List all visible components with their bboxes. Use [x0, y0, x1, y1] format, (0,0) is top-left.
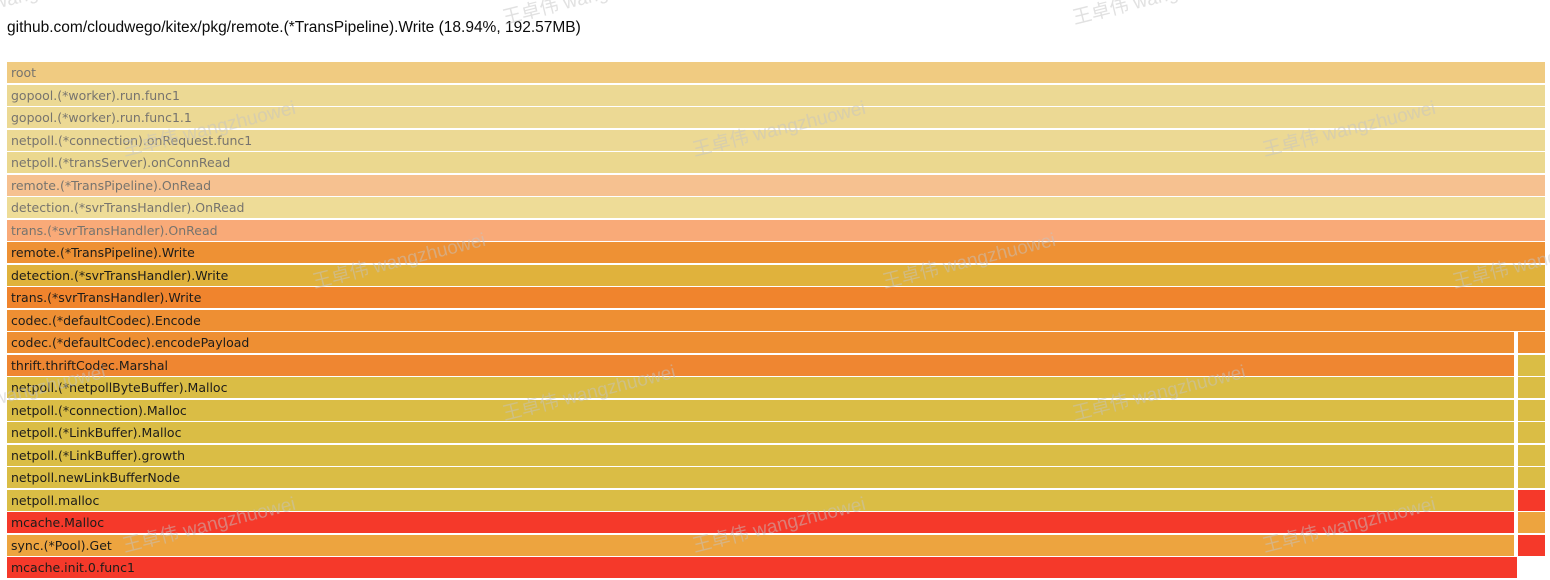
flame-frame-label: remote.(*TransPipeline).OnRead [11, 177, 212, 193]
flame-frame-label: mcache.Malloc [11, 515, 105, 530]
flame-frame[interactable]: codec.(*defaultCodec).encodePayload [7, 332, 1514, 353]
flame-frame-row: detection.(*svrTransHandler).OnRead [0, 197, 1550, 218]
flame-frame[interactable]: netpoll.malloc [7, 489, 1514, 511]
flame-frame-row: sync.(*Pool).Get [0, 534, 1550, 556]
flame-frame[interactable]: mcache.Malloc [7, 512, 1514, 533]
flame-frame-label: remote.(*TransPipeline).Write [11, 245, 195, 260]
flame-frame[interactable]: sync.(*Pool).Get [7, 534, 1514, 556]
flame-frame-row: trans.(*svrTransHandler).OnRead [0, 219, 1550, 241]
flame-frame-label: root [11, 65, 37, 80]
flame-frame-row: netpoll.(*connection).Malloc [0, 399, 1550, 421]
flame-frame-row: gopool.(*worker).run.func1 [0, 84, 1550, 106]
flame-frame-label: netpoll.(*connection).Malloc [11, 402, 187, 418]
flame-frame-segment[interactable] [1518, 512, 1545, 533]
flame-frame-label: netpoll.newLinkBufferNode [11, 470, 181, 485]
flame-frame-row: netpoll.malloc [0, 489, 1550, 511]
flame-frame-label: sync.(*Pool).Get [11, 537, 112, 553]
flame-frame-segment[interactable] [1518, 534, 1545, 556]
flamegraph-title: github.com/cloudwego/kitex/pkg/remote.(*… [7, 19, 581, 36]
flame-frame[interactable]: trans.(*svrTransHandler).Write [7, 287, 1545, 308]
flame-frame-row: netpoll.newLinkBufferNode [0, 467, 1550, 488]
flame-frame-segment[interactable] [1518, 354, 1545, 376]
flame-frame-row: gopool.(*worker).run.func1.1 [0, 107, 1550, 128]
flame-frame[interactable]: remote.(*TransPipeline).Write [7, 242, 1545, 263]
watermark-text: 王卓伟 wangzhuowei [1069, 0, 1248, 30]
flame-frame-segment[interactable] [1518, 489, 1545, 511]
flame-frame-row: mcache.Malloc [0, 512, 1550, 533]
flame-frame[interactable]: netpoll.(*connection).Malloc [7, 399, 1514, 421]
flame-frame[interactable]: detection.(*svrTransHandler).Write [7, 264, 1545, 286]
flame-frame-label: codec.(*defaultCodec).encodePayload [11, 335, 250, 350]
flame-frame-row: remote.(*TransPipeline).Write [0, 242, 1550, 263]
flame-frame-label: netpoll.(*LinkBuffer).growth [11, 447, 186, 463]
flame-frame-segment[interactable] [1518, 422, 1545, 443]
flame-frame[interactable]: netpoll.newLinkBufferNode [7, 467, 1514, 488]
flame-frame[interactable]: netpoll.(*netpollByteBuffer).Malloc [7, 377, 1514, 398]
flame-frame-label: detection.(*svrTransHandler).Write [11, 267, 229, 283]
flame-frame[interactable]: gopool.(*worker).run.func1 [7, 84, 1545, 106]
flamegraph: root gopool.(*worker).run.func1 gopool.(*w… [0, 62, 1550, 580]
flame-frame-row: netpoll.(*netpollByteBuffer).Malloc [0, 377, 1550, 398]
flame-frame[interactable]: root [7, 62, 1545, 83]
flame-frame-row: mcache.init.0.func1 [0, 557, 1550, 578]
flame-frame-row: netpoll.(*connection).onRequest.func1 [0, 129, 1550, 151]
flame-frame[interactable]: mcache.init.0.func1 [7, 557, 1517, 578]
flame-frame-label: netpoll.malloc [11, 492, 100, 508]
flame-rows: root gopool.(*worker).run.func1 gopool.(*w… [0, 62, 1550, 578]
flame-frame-row: trans.(*svrTransHandler).Write [0, 287, 1550, 308]
flame-frame[interactable]: remote.(*TransPipeline).OnRead [7, 174, 1545, 196]
flame-frame[interactable]: gopool.(*worker).run.func1.1 [7, 107, 1545, 128]
flame-frame-label: mcache.init.0.func1 [11, 560, 135, 575]
flame-frame-label: netpoll.(*transServer).onConnRead [11, 155, 231, 170]
flame-frame-row: root [0, 62, 1550, 83]
flame-frame-row: thrift.thriftCodec.Marshal [0, 354, 1550, 376]
flame-frame-segment[interactable] [1518, 444, 1545, 466]
flame-frame-row: netpoll.(*transServer).onConnRead [0, 152, 1550, 173]
flame-frame-row: netpoll.(*LinkBuffer).growth [0, 444, 1550, 466]
flame-frame-label: gopool.(*worker).run.func1.1 [11, 110, 192, 125]
flame-frame-segment[interactable] [1518, 399, 1545, 421]
flame-frame[interactable]: netpoll.(*transServer).onConnRead [7, 152, 1545, 173]
flame-frame[interactable]: netpoll.(*LinkBuffer).Malloc [7, 422, 1514, 443]
flame-frame-label: codec.(*defaultCodec).Encode [11, 312, 201, 328]
flame-frame-label: netpoll.(*LinkBuffer).Malloc [11, 425, 182, 440]
flame-frame[interactable]: codec.(*defaultCodec).Encode [7, 309, 1545, 331]
flame-frame-label: netpoll.(*netpollByteBuffer).Malloc [11, 380, 228, 395]
flame-frame-label: trans.(*svrTransHandler).Write [11, 290, 202, 305]
flame-frame[interactable]: netpoll.(*connection).onRequest.func1 [7, 129, 1545, 151]
flame-frame-label: gopool.(*worker).run.func1 [11, 87, 180, 103]
flame-frame[interactable]: thrift.thriftCodec.Marshal [7, 354, 1514, 376]
flame-frame-label: netpoll.(*connection).onRequest.func1 [11, 132, 253, 148]
flame-frame[interactable]: trans.(*svrTransHandler).OnRead [7, 219, 1545, 241]
flame-frame-row: codec.(*defaultCodec).Encode [0, 309, 1550, 331]
flame-frame-segment[interactable] [1518, 332, 1545, 353]
flame-frame-row: remote.(*TransPipeline).OnRead [0, 174, 1550, 196]
flame-frame-label: thrift.thriftCodec.Marshal [11, 357, 169, 373]
flame-frame-label: trans.(*svrTransHandler).OnRead [11, 222, 218, 238]
flame-frame-row: netpoll.(*LinkBuffer).Malloc [0, 422, 1550, 443]
flame-frame-label: detection.(*svrTransHandler).OnRead [11, 200, 245, 215]
flame-frame-segment[interactable] [1518, 377, 1545, 398]
flame-frame-row: codec.(*defaultCodec).encodePayload [0, 332, 1550, 353]
flame-frame[interactable]: detection.(*svrTransHandler).OnRead [7, 197, 1545, 218]
flame-frame-segment[interactable] [1518, 467, 1545, 488]
flame-frame-row: detection.(*svrTransHandler).Write [0, 264, 1550, 286]
flame-frame[interactable]: netpoll.(*LinkBuffer).growth [7, 444, 1514, 466]
